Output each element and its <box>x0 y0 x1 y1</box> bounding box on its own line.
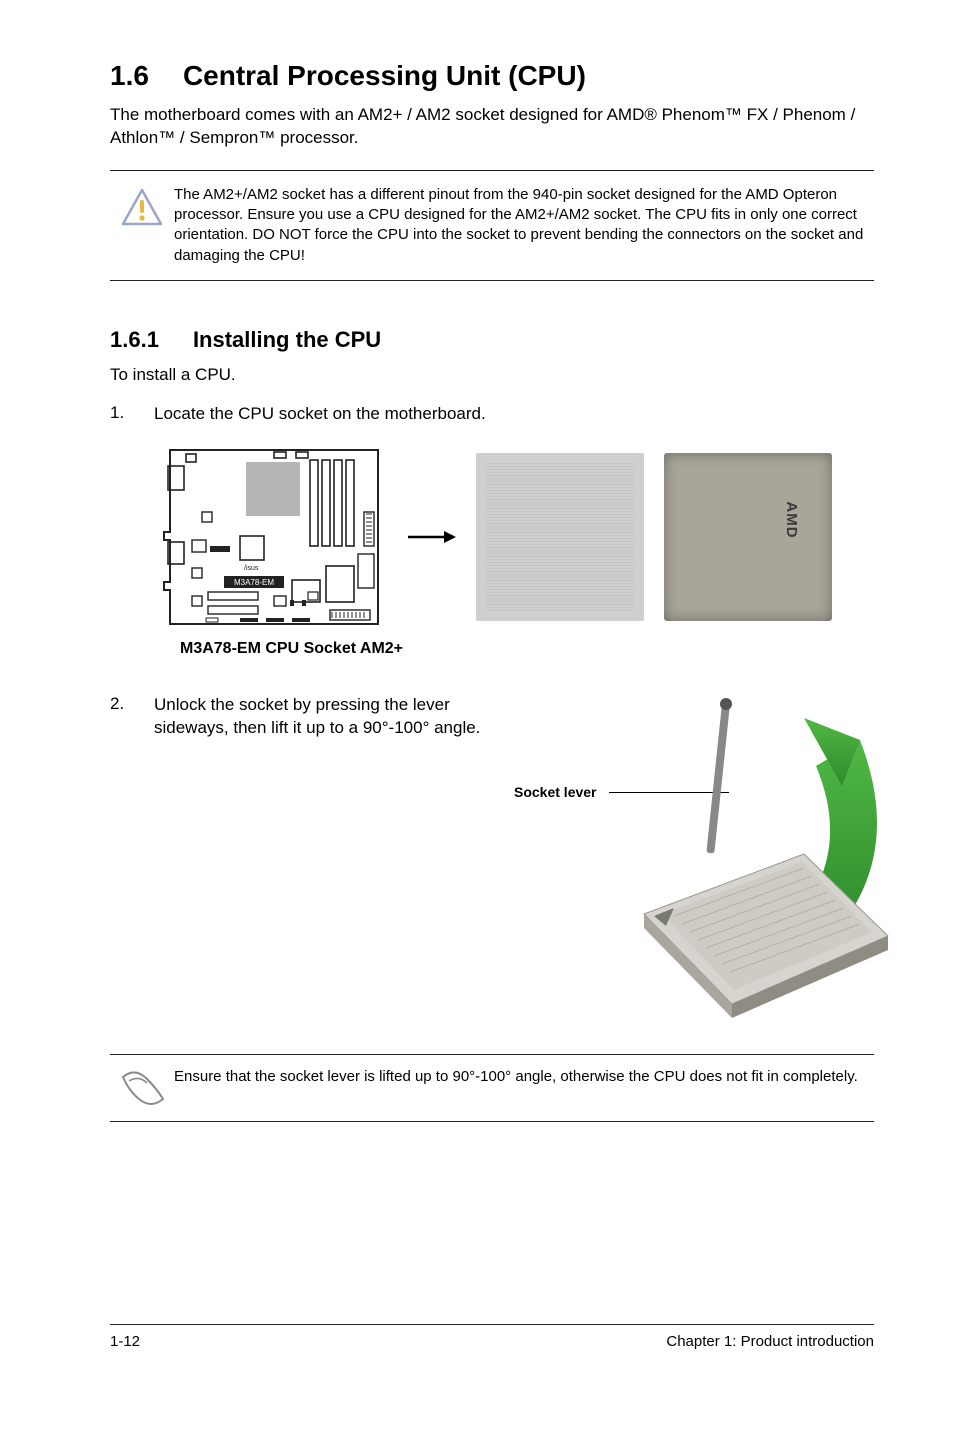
note-text: Ensure that the socket lever is lifted u… <box>174 1067 868 1087</box>
warning-text: The AM2+/AM2 socket has a different pino… <box>174 185 868 266</box>
note-icon <box>110 1067 174 1109</box>
socket-lever-illustration <box>604 674 924 1024</box>
page-footer: 1-12 Chapter 1: Product introduction <box>110 1324 874 1350</box>
step-text: Locate the CPU socket on the motherboard… <box>154 403 874 426</box>
socket-lever-label: Socket lever <box>514 784 597 800</box>
subsection-number: 1.6.1 <box>110 327 159 353</box>
board-label-text: M3A78-EM <box>234 578 274 587</box>
lead-in-text: To install a CPU. <box>110 365 874 385</box>
subsection-title-text: Installing the CPU <box>193 327 381 352</box>
warning-icon <box>110 185 174 227</box>
section-title-text: Central Processing Unit (CPU) <box>183 60 586 91</box>
svg-text:/isus: /isus <box>244 565 259 572</box>
intro-paragraph: The motherboard comes with an AM2+ / AM2… <box>110 104 874 150</box>
diagram-row-1: M3A78-EM <box>162 442 874 632</box>
step-row: 2. Unlock the socket by pressing the lev… <box>110 694 874 1044</box>
arrow-right-icon <box>406 527 456 547</box>
section-number: 1.6 <box>110 60 149 92</box>
footer-chapter: Chapter 1: Product introduction <box>666 1333 874 1350</box>
cpu-chip-photo: AMD <box>664 453 832 621</box>
step-number: 1. <box>110 403 154 426</box>
cpu-brand-label: AMD <box>783 501 800 538</box>
subsection-heading: 1.6.1 Installing the CPU <box>110 327 874 353</box>
step-row: 1. Locate the CPU socket on the motherbo… <box>110 403 874 426</box>
section-heading: 1.6 Central Processing Unit (CPU) <box>110 60 874 92</box>
footer-page-number: 1-12 <box>110 1333 140 1350</box>
cpu-socket-photo <box>476 453 644 621</box>
diagram-caption: M3A78-EM CPU Socket AM2+ <box>180 640 874 658</box>
step-text: Unlock the socket by pressing the lever … <box>154 694 514 740</box>
motherboard-schematic: M3A78-EM <box>162 442 386 632</box>
warning-callout: The AM2+/AM2 socket has a different pino… <box>110 170 874 281</box>
note-callout: Ensure that the socket lever is lifted u… <box>110 1054 874 1122</box>
step-number: 2. <box>110 694 154 1044</box>
